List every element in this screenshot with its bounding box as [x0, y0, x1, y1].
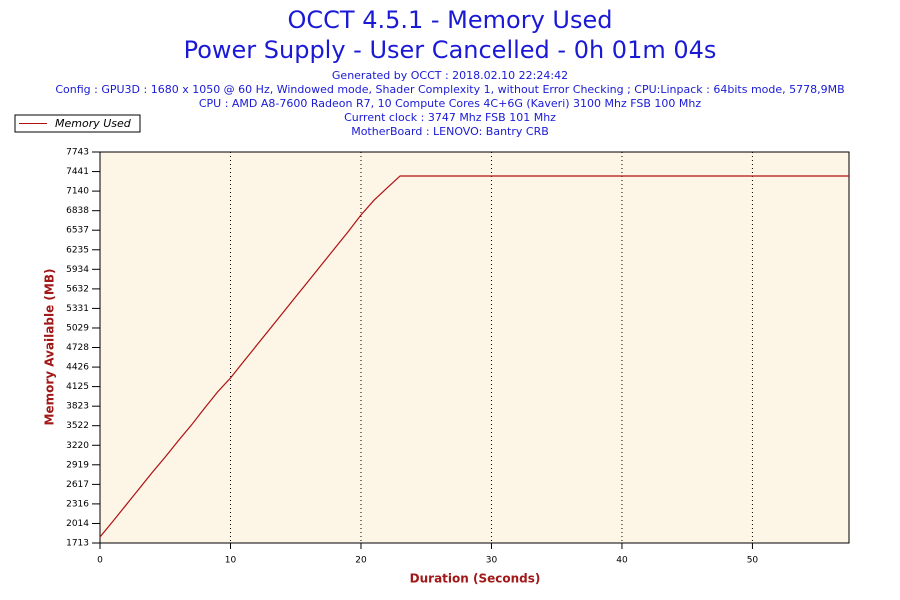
y-tick-label: 1713 — [66, 539, 89, 549]
plot-area — [99, 151, 850, 544]
x-tick-label: 10 — [225, 556, 237, 566]
y-tick-label: 7441 — [66, 167, 89, 177]
y-tick-label: 2919 — [66, 460, 89, 470]
y-tick-label: 2316 — [66, 499, 89, 509]
info-line: Generated by OCCT : 2018.02.10 22:24:42 — [332, 69, 568, 82]
y-tick-label: 4426 — [66, 363, 89, 373]
info-line: Config : GPU3D : 1680 x 1050 @ 60 Hz, Wi… — [55, 83, 844, 96]
y-axis-label: Memory Available (MB) — [43, 269, 57, 426]
y-tick-label: 5029 — [66, 323, 89, 333]
x-axis-label: Duration (Seconds) — [410, 572, 541, 586]
y-tick-label: 4125 — [66, 382, 89, 392]
legend-box — [14, 114, 141, 133]
x-tick-label: 30 — [486, 556, 498, 566]
y-tick-label: 6838 — [66, 206, 89, 216]
chart-subtitle: Power Supply - User Cancelled - 0h 01m 0… — [184, 36, 717, 64]
y-tick-label: 5934 — [66, 265, 89, 275]
y-tick-label: 6235 — [66, 245, 89, 255]
y-tick-label: 6537 — [66, 226, 89, 236]
chart-title: OCCT 4.5.1 - Memory Used — [288, 6, 613, 34]
x-tick-label: 20 — [355, 556, 367, 566]
info-line: CPU : AMD A8-7600 Radeon R7, 10 Compute … — [199, 97, 702, 110]
y-tick-label: 7743 — [66, 148, 89, 158]
data-line — [99, 175, 849, 538]
y-tick-label: 5331 — [66, 304, 89, 314]
x-tick-label: 50 — [747, 556, 759, 566]
y-tick-label: 5632 — [66, 284, 89, 294]
x-tick-label: 0 — [97, 556, 103, 566]
info-line: Current clock : 3747 Mhz FSB 101 Mhz — [344, 111, 556, 124]
y-tick-label: 7140 — [66, 187, 89, 197]
y-tick-label: 4728 — [66, 343, 89, 353]
y-tick-label: 3220 — [66, 441, 89, 451]
legend-label: Memory Used — [55, 117, 132, 130]
info-line: MotherBoard : LENOVO: Bantry CRB — [351, 125, 549, 138]
y-tick-label: 2617 — [66, 480, 89, 490]
y-tick-label: 3522 — [66, 421, 89, 431]
x-tick-label: 40 — [616, 556, 628, 566]
y-tick-label: 2014 — [66, 519, 89, 529]
y-tick-label: 3823 — [66, 402, 89, 412]
